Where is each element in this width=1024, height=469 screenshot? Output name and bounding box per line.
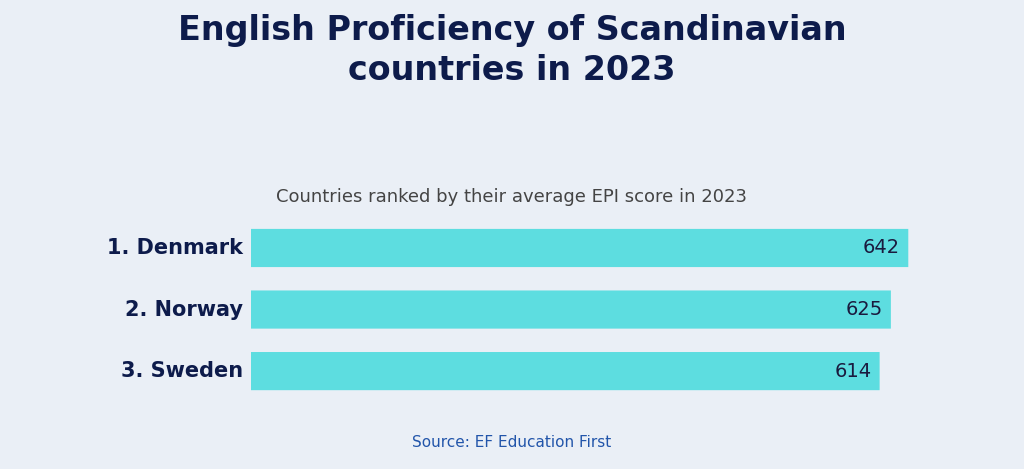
- Text: Countries ranked by their average EPI score in 2023: Countries ranked by their average EPI sc…: [276, 188, 748, 205]
- Text: 2. Norway: 2. Norway: [125, 300, 243, 319]
- Text: 642: 642: [863, 238, 900, 257]
- Text: 1. Denmark: 1. Denmark: [106, 238, 243, 258]
- FancyBboxPatch shape: [251, 229, 908, 267]
- FancyBboxPatch shape: [251, 290, 891, 329]
- Text: Source: EF Education First: Source: EF Education First: [413, 435, 611, 450]
- Text: 614: 614: [835, 362, 871, 381]
- Text: 625: 625: [846, 300, 883, 319]
- Text: English Proficiency of Scandinavian
countries in 2023: English Proficiency of Scandinavian coun…: [178, 14, 846, 87]
- FancyBboxPatch shape: [251, 352, 880, 390]
- Text: 3. Sweden: 3. Sweden: [121, 361, 243, 381]
